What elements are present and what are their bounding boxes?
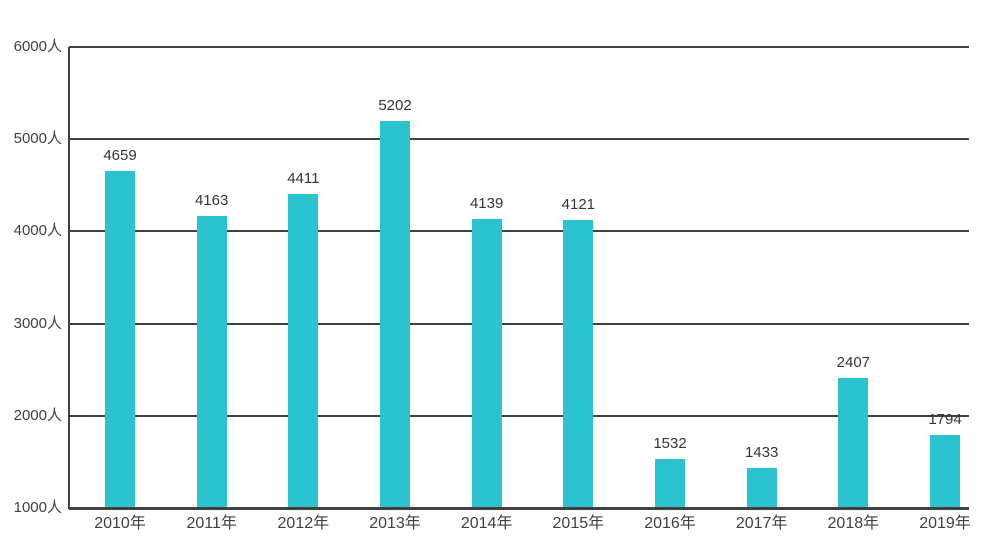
bar-2018年 xyxy=(838,378,869,507)
bar-2011年 xyxy=(196,216,227,507)
y-tick-label: 3000人 xyxy=(13,314,62,332)
bar-value-label: 1532 xyxy=(653,434,687,452)
bar-2017年 xyxy=(746,468,777,507)
bar-value-label: 4411 xyxy=(287,169,320,187)
bar-2014年 xyxy=(471,218,502,507)
x-tick-label: 2012年 xyxy=(277,515,330,532)
gridline xyxy=(69,230,969,233)
x-tick-label: 2018年 xyxy=(827,515,880,532)
bar-value-label: 4163 xyxy=(194,192,229,210)
gridline xyxy=(69,46,969,48)
x-tick-label: 2011年 xyxy=(186,515,237,532)
x-tick-label: 2010年 xyxy=(94,515,146,532)
x-tick-label: 2019年 xyxy=(919,515,971,532)
y-tick-label: 2000人 xyxy=(13,406,62,424)
bar-value-label: 5202 xyxy=(378,96,412,114)
x-tick-label: 2013年 xyxy=(369,515,421,532)
y-tick-label: 5000人 xyxy=(13,130,62,148)
bar-value-label: 4121 xyxy=(561,196,596,214)
bar-2015年 xyxy=(563,220,594,507)
bar-value-label: 1794 xyxy=(928,410,962,428)
y-tick-label: 1000人 xyxy=(13,499,62,516)
bar-2019年 xyxy=(930,434,960,507)
bar-2013年 xyxy=(380,120,410,507)
gridline xyxy=(69,414,969,417)
bar-2016年 xyxy=(655,458,685,507)
y-tick-label: 4000人 xyxy=(13,222,62,240)
bar-value-label: 1433 xyxy=(744,444,779,462)
bar-value-label: 2407 xyxy=(836,354,871,372)
y-tick-label: 6000人 xyxy=(13,38,62,55)
bar-2010年 xyxy=(105,170,135,507)
gridline xyxy=(69,138,969,141)
bar-2012年 xyxy=(288,193,319,507)
x-tick-label: 2014年 xyxy=(460,515,513,532)
y-axis-line xyxy=(68,47,70,509)
x-axis-baseline xyxy=(69,507,969,510)
x-tick-label: 2017年 xyxy=(735,515,788,532)
x-tick-label: 2015年 xyxy=(552,515,605,532)
x-tick-label: 2016年 xyxy=(644,515,696,532)
bar-value-label: 4659 xyxy=(103,146,137,164)
gridline xyxy=(69,322,969,325)
bar-value-label: 4139 xyxy=(469,194,504,212)
